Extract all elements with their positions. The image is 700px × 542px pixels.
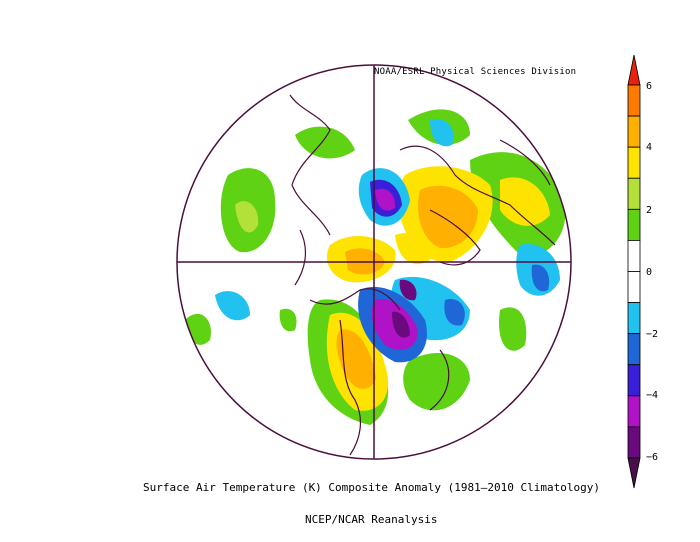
colorbar-tick: −4 <box>646 390 659 401</box>
colorbar-tick: 2 <box>646 205 653 216</box>
anomaly-region <box>531 264 550 292</box>
anomaly-region <box>499 307 527 351</box>
colorbar-tick: 6 <box>646 81 653 92</box>
colorbar-bottom-arrow <box>627 457 641 489</box>
anomaly-region <box>418 185 478 249</box>
colorbar-cell <box>627 395 641 428</box>
anomaly-region <box>215 291 250 321</box>
anomaly-region <box>430 118 454 147</box>
anomaly-region <box>444 299 465 326</box>
anomaly-field <box>185 109 566 425</box>
colorbar-cell <box>627 333 641 366</box>
colorbar-cell <box>627 208 641 241</box>
anomaly-region <box>500 177 550 226</box>
anomaly-region <box>235 201 259 233</box>
credit-label: NOAA/ESRL Physical Sciences Division <box>374 67 577 77</box>
colorbar-tick: 4 <box>646 142 653 153</box>
colorbar-cell <box>627 146 641 179</box>
data-source-caption: NCEP/NCAR Reanalysis <box>305 513 438 526</box>
anomaly-region <box>392 311 410 338</box>
map-caption: Surface Air Temperature (K) Composite An… <box>143 481 600 494</box>
anomaly-region <box>279 308 297 332</box>
anomaly-region <box>375 188 396 211</box>
colorbar-cell <box>627 177 641 210</box>
coastlines <box>289 94 556 456</box>
colorbar-cell <box>627 84 641 117</box>
anomaly-region <box>295 126 355 159</box>
colorbar-top-arrow <box>627 54 641 86</box>
colorbar-cell <box>627 426 641 459</box>
colorbar-cell <box>627 115 641 148</box>
colorbar-cell <box>627 364 641 397</box>
colorbar-tick: −6 <box>646 452 659 463</box>
anomaly-region <box>399 279 417 301</box>
colorbar-cell <box>627 240 641 272</box>
colorbar-tick: 0 <box>646 267 653 278</box>
anomaly-region <box>336 329 376 389</box>
anomaly-region <box>395 232 431 265</box>
colorbar-tick: −2 <box>646 329 659 340</box>
anomaly-region <box>403 352 470 411</box>
colorbar-cell <box>627 271 641 303</box>
colorbar-cell <box>627 302 641 335</box>
